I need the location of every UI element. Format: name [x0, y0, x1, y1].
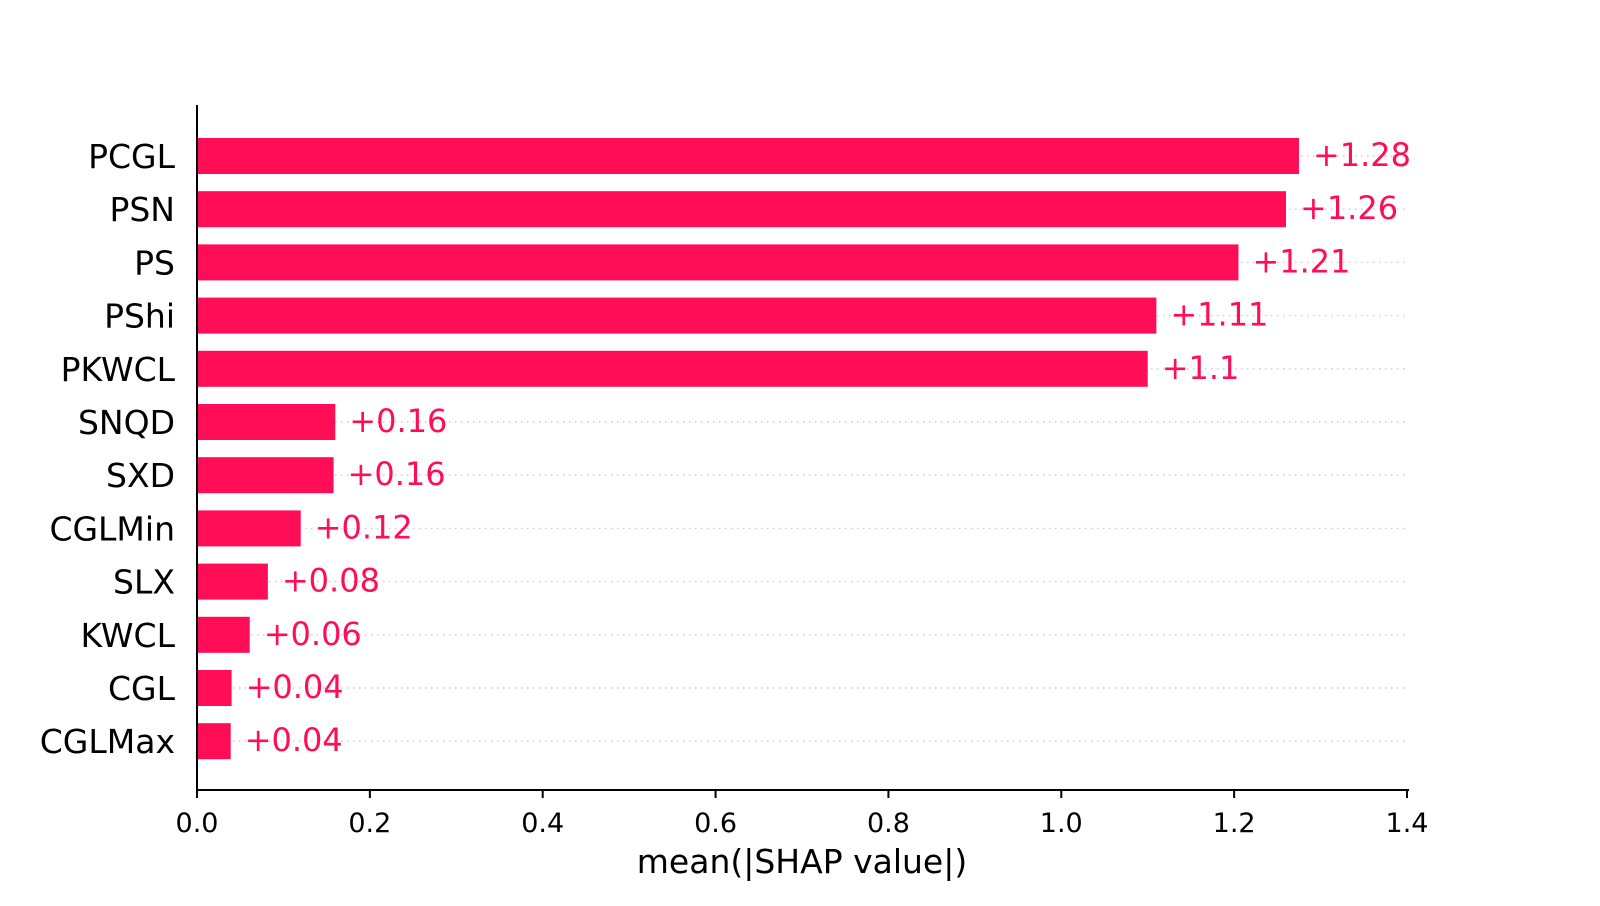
- bar-pshi: [197, 297, 1157, 334]
- y-label-kwcl: KWCL: [80, 616, 175, 655]
- guide-lines: [197, 155, 1407, 742]
- y-label-pshi: PShi: [104, 297, 175, 336]
- value-label-psn: +1.26: [1300, 189, 1398, 227]
- bar-pkwcl: [197, 350, 1148, 387]
- bars: [197, 138, 1299, 760]
- x-axis-ticks: 0.0 0.2 0.4 0.6 0.8 1.0 1.2 1.4: [176, 790, 1429, 839]
- y-label-snqd: SNQD: [78, 403, 175, 442]
- value-label-pshi: +1.11: [1170, 296, 1268, 334]
- value-label-sxd: +0.16: [348, 455, 446, 493]
- y-label-ps: PS: [134, 243, 175, 282]
- value-label-pkwcl: +1.1: [1162, 349, 1240, 387]
- bar-pcgl: [197, 138, 1299, 174]
- y-label-cgl: CGL: [108, 669, 176, 708]
- axes: [196, 105, 1409, 791]
- bar-slx: [197, 563, 268, 600]
- bar-cglmax: [197, 723, 231, 760]
- value-label-cgl: +0.04: [246, 668, 344, 706]
- value-label-pcgl: +1.28: [1313, 136, 1411, 174]
- value-label-cglmax: +0.04: [245, 721, 343, 759]
- bar-psn: [197, 191, 1286, 228]
- value-label-snqd: +0.16: [349, 402, 447, 440]
- y-label-pcgl: PCGL: [88, 137, 176, 176]
- y-label-sxd: SXD: [106, 456, 175, 495]
- bar-cglmin: [197, 510, 301, 547]
- value-label-ps: +1.21: [1252, 242, 1350, 280]
- x-tick-label-2: 0.4: [521, 808, 564, 839]
- x-tick-label-5: 1.0: [1040, 808, 1083, 839]
- x-tick-label-7: 1.4: [1386, 808, 1429, 839]
- bar-snqd: [197, 404, 336, 440]
- bar-kwcl: [197, 616, 250, 653]
- bar-ps: [197, 244, 1239, 281]
- y-label-slx: SLX: [113, 563, 175, 602]
- x-axis-title: mean(|SHAP value|): [637, 842, 967, 881]
- x-tick-label-6: 1.2: [1213, 808, 1256, 839]
- x-tick-label-4: 0.8: [867, 808, 910, 839]
- x-tick-label-3: 0.6: [694, 808, 737, 839]
- value-label-slx: +0.08: [282, 562, 380, 600]
- y-label-cglmax: CGLMax: [40, 722, 175, 761]
- y-label-psn: PSN: [109, 190, 175, 229]
- x-tick-label-1: 0.2: [348, 808, 391, 839]
- y-label-pkwcl: PKWCL: [61, 350, 176, 389]
- x-tick-label-0: 0.0: [176, 808, 219, 839]
- value-label-kwcl: +0.06: [264, 615, 362, 653]
- bar-sxd: [197, 457, 334, 494]
- value-labels: +1.28 +1.26 +1.21 +1.11 +1.1 +0.16 +0.16 +0.12 +…: [245, 136, 1411, 759]
- y-label-cglmin: CGLMin: [49, 509, 175, 548]
- y-axis-labels: PCGL PSN PS PShi PKWCL SNQD SXD CGLMin SLX KWCL CG…: [40, 137, 176, 761]
- value-label-cglmin: +0.12: [315, 508, 413, 546]
- bar-cgl: [197, 670, 232, 706]
